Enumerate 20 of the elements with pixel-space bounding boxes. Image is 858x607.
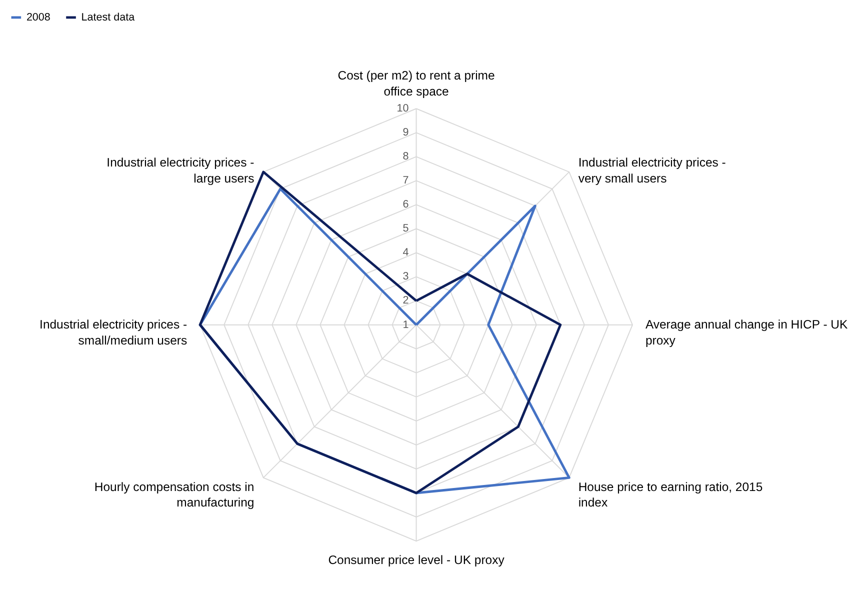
- spoke-label: Consumer price level - UK proxy: [328, 552, 506, 567]
- y-tick-label: 5: [402, 222, 409, 235]
- y-tick-label: 7: [402, 174, 409, 187]
- spoke-label: Industrial electricity prices - large users: [106, 156, 254, 186]
- spoke-label: Industrial electricity prices - very small users: [578, 156, 726, 186]
- y-tick-label: 6: [402, 198, 409, 211]
- y-tick-label: 4: [402, 246, 409, 259]
- spoke-label: Hourly compensation costs in manufacturing: [94, 480, 254, 510]
- y-tick-label: 10: [396, 102, 409, 115]
- y-tick-label: 9: [402, 126, 409, 139]
- y-tick-label: 1: [402, 318, 409, 331]
- spoke-label: House price to earning ratio, 2015 index: [578, 480, 763, 510]
- legend-label: Latest data: [81, 11, 135, 24]
- y-tick-label: 8: [402, 150, 409, 163]
- spoke-label: Industrial electricity prices - small/medium users: [40, 318, 188, 348]
- spoke-label: Average annual change in HICP - UK proxy: [645, 318, 849, 348]
- y-tick-label: 3: [402, 270, 409, 283]
- legend-label: 2008: [26, 11, 50, 24]
- spoke-label: Cost (per m2) to rent a prime office space: [338, 68, 495, 98]
- y-tick-label: 2: [402, 294, 409, 307]
